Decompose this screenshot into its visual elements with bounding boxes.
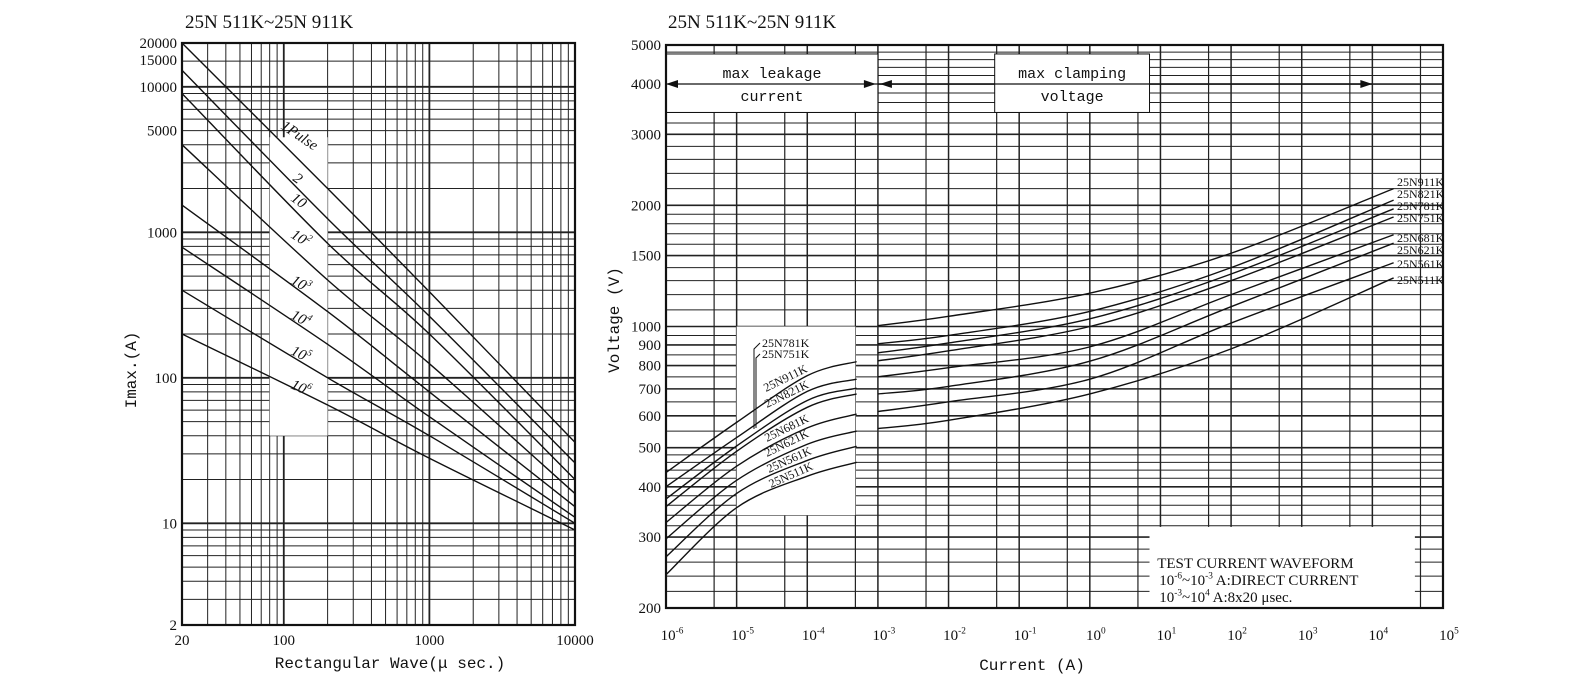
y-tick-label: 2: [170, 618, 178, 634]
x-tick-label: 10-5​: [731, 626, 754, 644]
series-label-right: 25N751K: [1397, 211, 1445, 225]
clamping-region-box: [994, 53, 1151, 113]
series-label-left: 25N781K: [762, 336, 810, 350]
x-tick-label: 10-4​: [802, 626, 825, 644]
series-label-right: 25N511K: [1397, 273, 1444, 287]
leakage-curve-25N781K: [665, 387, 857, 500]
arrowhead-icon: [666, 80, 678, 89]
leakage-label: max leakage: [722, 66, 821, 83]
clamping-curve-25N821K: [877, 199, 1394, 345]
y-tick-label: 10: [162, 516, 177, 532]
y-tick-label: 5000: [147, 124, 177, 140]
series-label-left: 25N751K: [762, 347, 810, 361]
y-axis-label: Voltage (V): [606, 267, 624, 373]
series-label-right: 25N621K: [1397, 243, 1445, 257]
series-label-right: 25N681K: [1397, 231, 1445, 245]
series-label-right: 25N561K: [1397, 257, 1445, 271]
clamping-curve-25N511K: [877, 277, 1394, 430]
chart-title: 25N 511K~25N 911K: [185, 12, 354, 33]
arrowhead-icon: [879, 80, 892, 89]
leakage-curve-25N681K: [665, 413, 857, 524]
y-tick-label: 15000: [140, 53, 178, 69]
x-tick-label: 10-2​: [943, 626, 966, 644]
series-line-0: [181, 42, 576, 443]
x-tick-label: 102​: [1227, 626, 1247, 644]
clamping-curve-25N561K: [877, 262, 1394, 413]
leakage-curve-25N511K: [665, 461, 857, 576]
series-line-2: [181, 92, 576, 480]
y-axis-label: Imax.(A): [123, 332, 141, 409]
label-area-background: [269, 137, 328, 436]
y-tick-label: 700: [639, 382, 662, 398]
arrowhead-icon: [1360, 80, 1373, 89]
x-tick-label: 103​: [1298, 626, 1318, 644]
y-tick-label: 5000: [631, 38, 661, 54]
y-tick-label: 100: [155, 371, 178, 387]
y-tick-label: 3000: [631, 127, 661, 143]
series-line-7: [181, 333, 576, 531]
clamping-curve-25N681K: [877, 234, 1394, 378]
x-axis-label: Current (A): [979, 657, 1085, 675]
clamping-curve-25N751K: [877, 216, 1394, 362]
series-line-3: [181, 144, 576, 495]
leakage-curve-25N561K: [665, 445, 857, 558]
plot-frame: [664, 43, 1445, 610]
leakage-region-box: [665, 53, 879, 113]
series-label-right: 25N911K: [1397, 175, 1444, 189]
y-tick-label: 400: [639, 480, 662, 496]
y-tick-label: 900: [639, 338, 662, 354]
test-waveform-box: [1149, 526, 1415, 608]
x-tick-label: 10-6​: [661, 626, 684, 644]
y-tick-label: 800: [639, 359, 662, 375]
x-tick-label: 101​: [1157, 626, 1177, 644]
y-tick-label: 4000: [631, 77, 661, 93]
arrowhead-icon: [863, 80, 876, 89]
series-line-6: [181, 289, 576, 524]
y-tick-label: 500: [639, 441, 662, 457]
x-tick-label: 105​: [1439, 626, 1459, 644]
leakage-curve-25N621K: [665, 430, 857, 540]
y-tick-label: 200: [639, 601, 662, 617]
leakage-curve-25N751K: [665, 393, 857, 508]
leakage-curve-25N821K: [665, 378, 857, 488]
x-tick-label: 10-1​: [1014, 626, 1037, 644]
x-tick-label: 100​: [1086, 626, 1106, 644]
series-line-5: [181, 246, 576, 518]
x-tick-label: 10-3​: [873, 626, 896, 644]
series-label-right: 25N781K: [1397, 199, 1445, 213]
y-tick-label: 20000: [140, 36, 178, 52]
y-tick-label: 1000: [147, 225, 177, 241]
label-leader-line: [755, 353, 761, 428]
clamping-label: max clamping: [1018, 66, 1126, 83]
series-line-1: [181, 69, 576, 464]
y-tick-label: 10000: [140, 80, 178, 96]
clamping-curve-25N781K: [877, 208, 1394, 354]
clamping-curve-25N911K: [877, 187, 1394, 327]
y-tick-label: 600: [639, 409, 662, 425]
imax-vs-pulse-width-chart: 1Pulse210102​103​104​105​106​20100100010…: [123, 12, 594, 673]
x-tick-label: 1000: [414, 633, 444, 649]
test-waveform-line: 10-6​~10-3​ A:DIRECT CURRENT: [1159, 571, 1358, 589]
test-waveform-title: TEST CURRENT WAVEFORM: [1157, 556, 1353, 572]
y-tick-label: 1000: [631, 320, 661, 336]
chart-title: 25N 511K~25N 911K: [668, 12, 837, 33]
leakage-curve-25N911K: [665, 360, 857, 474]
x-tick-label: 100: [273, 633, 296, 649]
y-tick-label: 1500: [631, 249, 661, 265]
y-tick-label: 2000: [631, 198, 661, 214]
y-tick-label: 300: [639, 530, 662, 546]
clamping-label: voltage: [1041, 89, 1104, 106]
series-line-4: [181, 204, 576, 508]
x-tick-label: 10000: [556, 633, 594, 649]
clamping-curve-25N621K: [877, 242, 1394, 395]
label-leader-line: [753, 342, 761, 429]
series-label-right: 25N821K: [1397, 187, 1445, 201]
x-tick-label: 20: [175, 633, 190, 649]
vi-characteristic-chart: max leakage current max clamping voltage 25N…: [606, 12, 1459, 675]
leakage-label: current: [740, 89, 803, 106]
test-waveform-line: 10-3​~104​ A:8x20 μsec.: [1159, 588, 1292, 606]
x-axis-label: Rectangular Wave(μ sec.): [275, 655, 505, 673]
x-tick-label: 104​: [1369, 626, 1389, 644]
